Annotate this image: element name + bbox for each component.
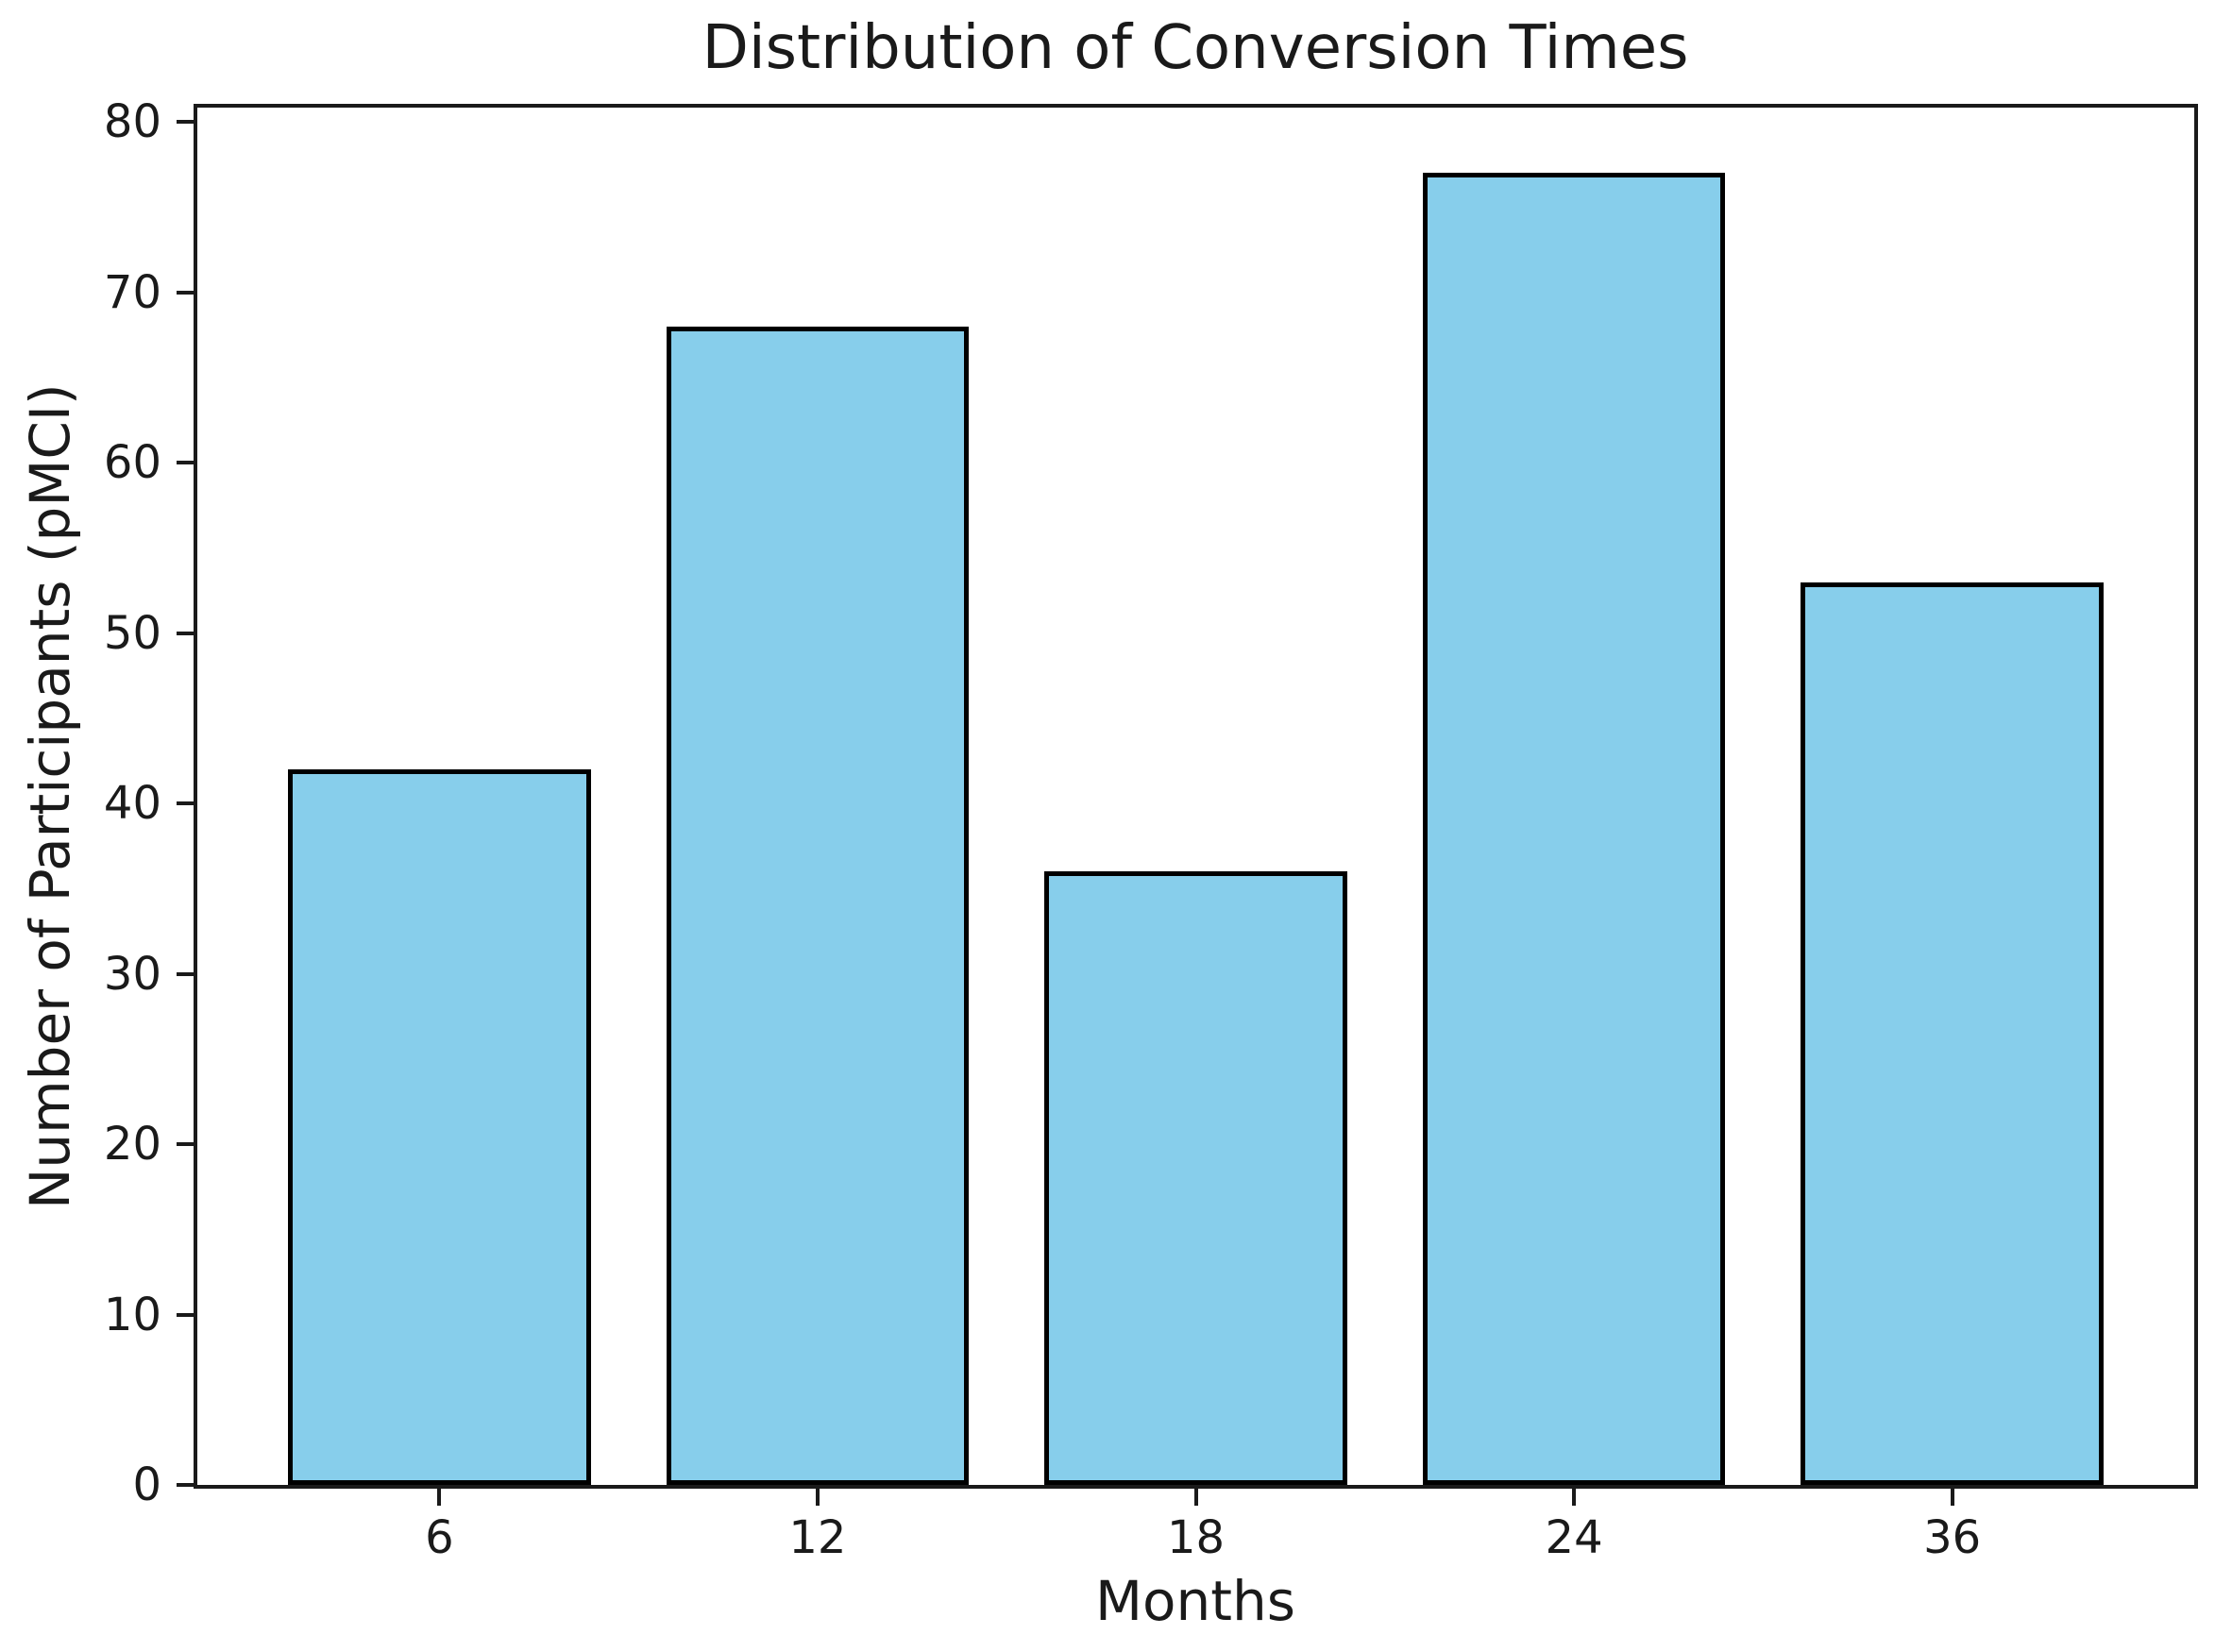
y-tick-label: 80 (103, 95, 161, 149)
x-tick-mark (1950, 1488, 1954, 1506)
bar-18-months (1044, 871, 1347, 1485)
y-tick-label: 20 (103, 1118, 161, 1172)
x-axis-label: Months (1094, 1569, 1296, 1633)
y-tick-label: 60 (103, 436, 161, 490)
bar-6-months (288, 769, 591, 1485)
x-tick-mark (437, 1488, 442, 1506)
y-tick-mark (177, 971, 194, 976)
x-tick-label: 6 (425, 1511, 454, 1564)
y-tick-mark (177, 1483, 194, 1487)
y-tick-mark (177, 631, 194, 635)
x-tick-mark (1572, 1488, 1577, 1506)
y-tick-mark (177, 1142, 194, 1147)
y-tick-mark (177, 461, 194, 465)
x-tick-label: 36 (1923, 1511, 1982, 1564)
y-tick-label: 50 (103, 606, 161, 660)
plot-area: 6 12 18 24 36 0 10 20 30 40 50 60 70 80 (104, 99, 2198, 1560)
x-tick-label: 24 (1545, 1511, 1603, 1564)
x-tick-label: 18 (1166, 1511, 1226, 1564)
y-tick-mark (177, 801, 194, 806)
bar-36-months (1801, 582, 2104, 1485)
y-tick-label: 10 (103, 1288, 161, 1341)
y-tick-label: 70 (103, 265, 161, 319)
y-tick-mark (177, 120, 194, 125)
y-tick-mark (177, 1312, 194, 1317)
y-axis-label: Number of Participants (pMCI) (18, 383, 82, 1209)
y-tick-label: 0 (132, 1458, 161, 1511)
x-tick-label: 12 (788, 1511, 847, 1564)
y-tick-mark (177, 290, 194, 295)
y-tick-label: 30 (103, 947, 161, 1001)
chart-title: Distribution of Conversion Times (702, 13, 1689, 83)
bar-24-months (1422, 173, 1726, 1485)
x-tick-mark (815, 1488, 820, 1506)
bar-12-months (666, 326, 970, 1485)
x-tick-mark (1193, 1488, 1198, 1506)
y-tick-label: 40 (103, 777, 161, 831)
